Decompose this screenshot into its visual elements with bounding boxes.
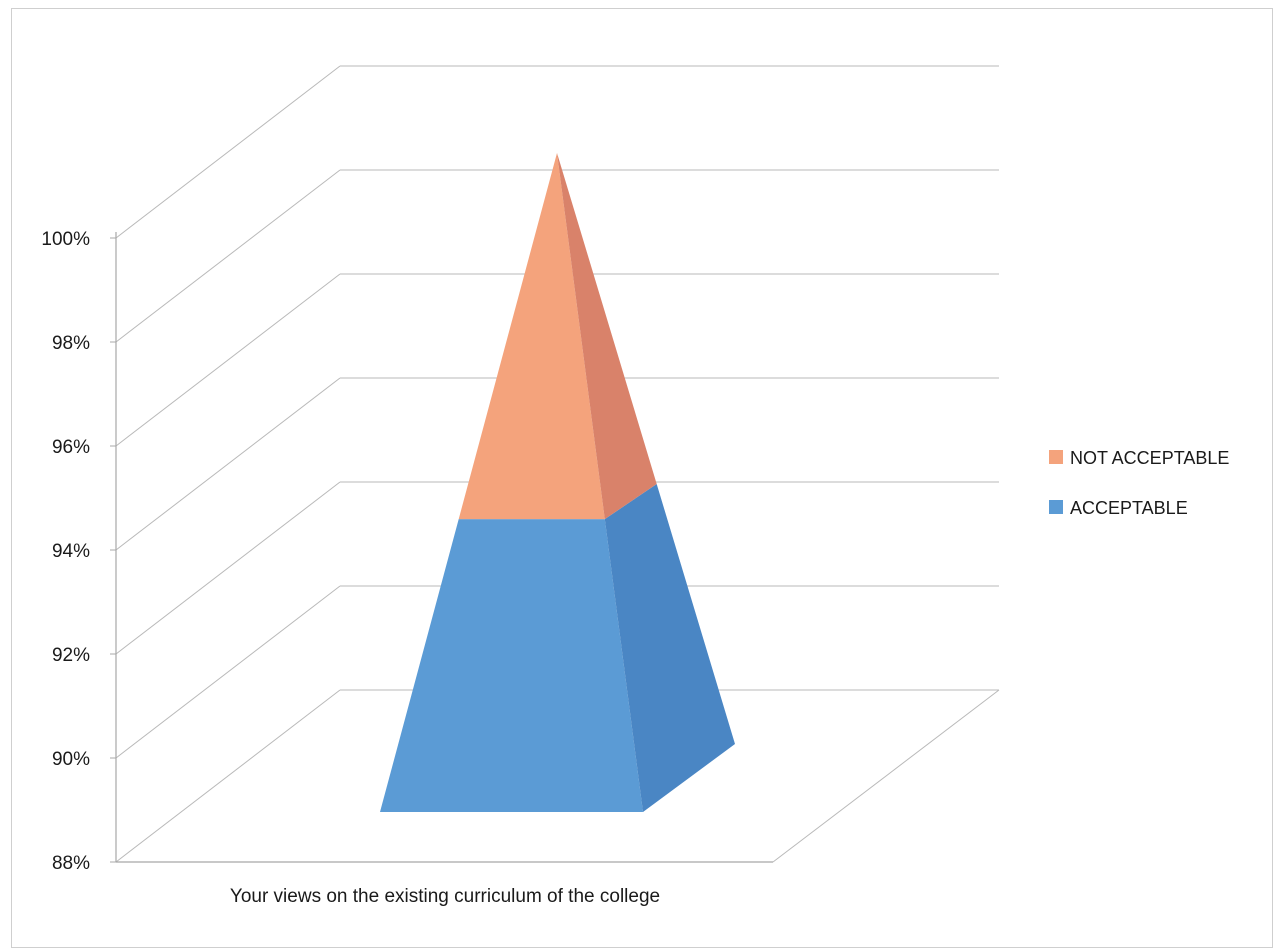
- side-gridline: [115, 689, 341, 863]
- x-category-label: Your views on the existing curriculum of…: [230, 886, 660, 907]
- pyramid-series: [380, 153, 735, 812]
- y-tick-label: 96%: [52, 437, 90, 458]
- y-tick-label: 90%: [52, 749, 90, 770]
- y-tick-label: 94%: [52, 541, 90, 562]
- axes: [110, 232, 773, 863]
- acceptable-front-face: [380, 519, 643, 812]
- y-tick-label: 98%: [52, 333, 90, 354]
- side-gridline: [115, 585, 341, 759]
- side-gridline: [115, 65, 341, 239]
- legend-swatch-not-acceptable: [1049, 450, 1063, 464]
- y-tick-label: 88%: [52, 853, 90, 874]
- legend-swatch-acceptable: [1049, 500, 1063, 514]
- side-gridline: [115, 377, 341, 551]
- y-tick-label: 100%: [41, 229, 90, 250]
- chart-frame: [11, 8, 1273, 948]
- side-gridline: [115, 481, 341, 655]
- acceptable-side-face: [604, 484, 735, 812]
- legend: NOT ACCEPTABLE ACCEPTABLE: [1049, 448, 1229, 518]
- floor-right-edge: [772, 689, 1000, 863]
- legend-label-acceptable: ACCEPTABLE: [1070, 498, 1188, 518]
- axis-labels: 88% 90% 92% 94% 96% 98% 100% Your views on the …: [41, 229, 660, 907]
- y-tick-label: 92%: [52, 645, 90, 666]
- not-acceptable-side-face: [557, 153, 657, 520]
- side-gridline: [115, 169, 341, 343]
- legend-label-not-acceptable: NOT ACCEPTABLE: [1070, 448, 1229, 468]
- side-gridline: [115, 273, 341, 447]
- not-acceptable-front-face: [458, 153, 605, 520]
